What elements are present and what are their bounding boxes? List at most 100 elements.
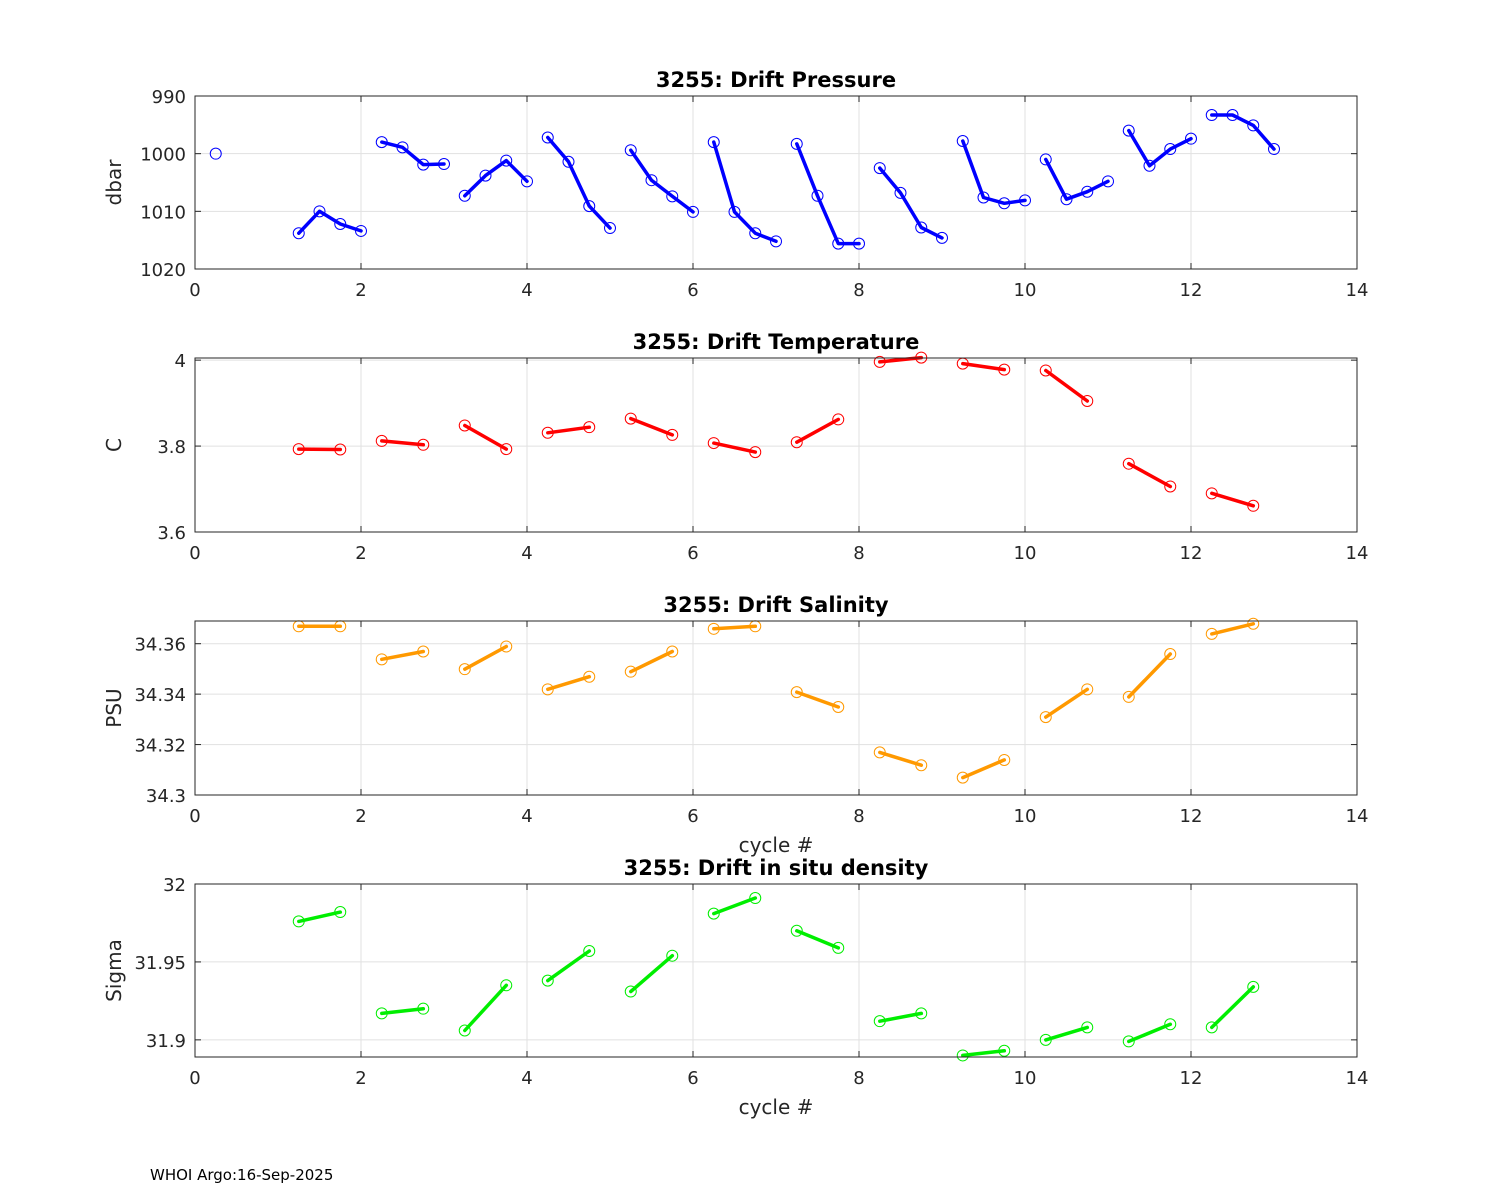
x-tick-label: 4 [521,543,532,564]
data-point-marker [1205,109,1218,122]
x-tick-label: 8 [853,280,864,301]
y-tick-label: 1000 [140,145,186,166]
data-point-marker [1039,711,1052,724]
data-point-marker [521,175,533,188]
data-point-marker [1164,1018,1177,1031]
data-point-marker [1247,119,1260,132]
series-line [795,417,841,444]
data-point-marker [811,189,824,202]
series-line [297,910,343,924]
y-tick-label: 32 [163,875,186,896]
chart-title: 3255: Drift in situ density [624,856,929,880]
data-point-marker [998,1044,1011,1057]
y-tick-label: 31.9 [146,1031,186,1052]
data-point-marker [1122,690,1135,703]
data-point-marker [375,136,388,149]
data-point-marker [749,892,762,905]
x-tick-label: 2 [355,543,366,564]
y-tick-label: 34.36 [134,635,186,656]
data-point-marker [832,413,845,426]
series-line [546,674,592,692]
data-point-marker [873,1015,886,1028]
x-tick-label: 14 [1346,806,1369,827]
chart-title: 3255: Drift Temperature [633,330,920,354]
data-point-marker [832,237,845,250]
data-point-marker [956,134,969,147]
series-line [712,140,778,244]
y-tick-label: 4 [175,351,186,372]
series-line [546,425,592,435]
series-line [463,983,509,1033]
chart-panel-2: 0 2 4 6 8 10 12 14 3.6 3.8 4 3255: Drift Temperatur… [102,330,1368,564]
axes-box [194,357,1358,533]
series-line [629,649,675,674]
data-point-marker [873,162,886,175]
data-point-marker [666,645,679,658]
data-point-marker [1060,193,1073,206]
data-point-marker [604,222,616,235]
data-point-marker [666,190,679,203]
data-point-marker [479,169,492,182]
data-point-marker [977,191,990,204]
y-tick-label: 990 [152,87,186,108]
data-point-marker [458,419,471,432]
data-point-marker [500,640,513,653]
data-point-marker [458,1024,471,1037]
data-point-marker [707,136,720,149]
chart-panel-4: 0 2 4 6 8 10 12 14 31.9 31.95 32 3255: Drift in sit… [102,856,1368,1119]
y-tick-label: 31.95 [134,953,186,974]
data-point-marker [541,131,554,144]
data-point-marker [873,746,886,759]
data-point-marker [790,436,803,449]
axes-box [194,95,1358,270]
data-point-marker [1268,143,1280,156]
x-tick-label: 6 [687,1068,698,1089]
data-point-marker [873,355,886,368]
series-line [878,1011,924,1023]
x-tick-label: 10 [1014,806,1037,827]
x-tick-label: 4 [521,806,532,827]
data-point-marker [562,155,575,168]
series-line [380,649,426,662]
data-point-marker [1122,124,1135,137]
data-point-marker [1247,499,1260,512]
y-axis-label: C [102,438,126,452]
data-point-marker [915,221,928,234]
series-line [795,690,841,709]
series-line [463,644,509,671]
series-line [629,148,695,214]
data-point-marker [417,645,430,658]
data-point-marker [375,434,388,447]
data-point-marker [458,663,471,676]
x-tick-label: 14 [1346,280,1369,301]
data-point-marker [956,771,969,784]
x-tick-label: 2 [355,1068,366,1089]
data-point-marker [1081,185,1094,198]
series-line [1210,491,1256,508]
series-line [297,209,363,235]
data-point-marker [624,144,637,157]
data-point-marker [500,443,513,456]
data-point-marker [209,147,222,160]
series-line [1044,687,1090,719]
series-line [712,624,758,631]
x-tick-label: 10 [1014,1068,1037,1089]
data-point-marker [853,237,865,250]
data-point-marker [458,189,471,202]
y-axis-label: PSU [102,688,126,727]
series-line [961,758,1007,780]
data-point-marker [417,438,430,451]
series-line [1127,461,1173,489]
data-point-marker [707,622,720,635]
x-tick-label: 8 [853,1068,864,1089]
series-line [1044,1025,1090,1042]
series-line [546,135,612,230]
data-point-marker [292,227,305,240]
series-line [1210,113,1276,151]
data-point-marker [438,158,450,171]
data-point-marker [1102,175,1114,188]
data-point-marker [500,979,513,992]
x-tick-label: 14 [1346,543,1369,564]
footer-timestamp: WHOI Argo:16-Sep-2025 [150,1166,334,1184]
